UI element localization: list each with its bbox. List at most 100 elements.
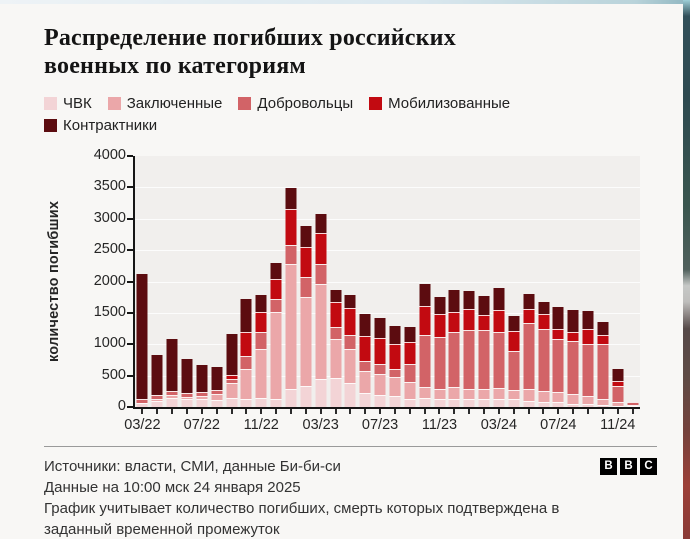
bar-segment [448,398,460,407]
bar-segment [552,307,564,329]
gridline [135,218,640,220]
bar-column-09/24 [581,156,596,407]
bar-segment [300,247,312,277]
gridline [135,312,640,314]
bar-segment [538,328,550,391]
x-tick-mark [408,409,411,414]
stacked-bar [582,310,594,407]
bar-segment [270,263,282,279]
bbc-logo-block: B [600,458,617,475]
y-tick-mark [127,249,133,252]
x-tick-mark [230,409,233,414]
bar-segment [270,279,282,300]
stacked-bar [552,307,564,407]
bar-segment [523,322,535,390]
legend-label: Мобилизованные [388,95,511,112]
y-tick-label: 3500 [93,178,126,195]
legend-item-1: Заключенные [107,95,222,112]
x-tick-mark [423,409,426,414]
bar-segment [211,366,223,391]
bar-segment [582,343,594,396]
bar-column-06/23 [358,156,373,407]
x-tick-mark [275,409,278,414]
bar-segment [330,289,342,303]
bar-segment [448,386,460,399]
x-tick-label: 11/22 [243,417,279,433]
legend-swatch-icon [107,97,121,110]
y-tick-label: 0 [117,398,126,414]
x-tick-mark [483,409,486,414]
bar-segment [434,337,446,389]
x-tick-mark [141,409,144,414]
x-tick-mark [527,409,530,414]
bar-column-09/23 [402,156,417,407]
x-tick-mark [601,409,604,414]
bar-column-05/23 [343,156,358,407]
stacked-bar [463,290,475,407]
bar-segment [344,349,356,383]
bar-segment [359,370,371,393]
bar-segment [463,388,475,399]
x-tick-mark [349,409,352,414]
y-tick-mark [127,374,133,377]
y-tick-mark [127,406,133,408]
bar-column-12/23 [447,156,462,407]
bar-segment [285,188,297,210]
stacked-bar [478,296,490,407]
bar-column-10/24 [596,156,611,407]
x-tick-mark [156,409,159,414]
stacked-bar [404,327,416,407]
bar-segment [404,327,416,343]
bar-segment [493,387,505,399]
bar-segment [226,375,238,379]
stacked-bar [330,289,342,407]
bar-segment [508,316,520,332]
bar-segment [196,365,208,392]
bar-segment [567,332,579,341]
x-tick-label: 03/23 [302,417,339,433]
bar-column-11/24 [611,156,626,407]
bar-segment [597,343,609,400]
bar-segment [344,295,356,308]
bar-column-07/22 [194,156,209,407]
bar-segment [389,368,401,377]
bar-segment [300,297,312,387]
bar-segment [211,390,223,394]
bar-segment [612,385,624,403]
bar-segment [226,398,238,407]
bar-segment [493,398,505,407]
bar-segment [463,398,475,407]
bar-segment [226,383,238,399]
bar-segment [434,398,446,407]
y-tick-mark [127,155,133,157]
bar-segment [359,313,371,336]
bar-segment [552,392,564,403]
stacked-bar [151,354,163,407]
legend-swatch-icon [238,97,252,110]
stacked-bar [523,294,535,407]
bar-segment [136,398,148,404]
footer-as-of: Данные на 10:00 мск 24 января 2025 [44,479,301,496]
bar-segment [166,397,178,407]
bar-segment [344,335,356,350]
x-tick-mark [468,409,471,414]
bar-segment [597,335,609,344]
bar-column-10/22 [239,156,254,407]
bar-segment [567,403,579,407]
bbc-logo-block: B [620,458,637,475]
x-tick-mark [497,409,500,414]
bar-segment [374,337,386,365]
bar-column-08/22 [209,156,224,407]
x-tick-label: 07/23 [361,417,399,433]
bar-segment [270,398,282,407]
page-title: Распределение погибших российских военны… [44,25,456,79]
x-tick-mark [171,409,174,414]
stacked-bar [285,188,297,407]
bar-segment [478,330,490,389]
x-tick-mark [631,409,634,414]
bar-segment [330,338,342,378]
y-tick-label: 1000 [93,335,126,352]
y-tick-mark [127,186,133,189]
bar-segment [612,402,624,406]
bar-segment [493,310,505,333]
